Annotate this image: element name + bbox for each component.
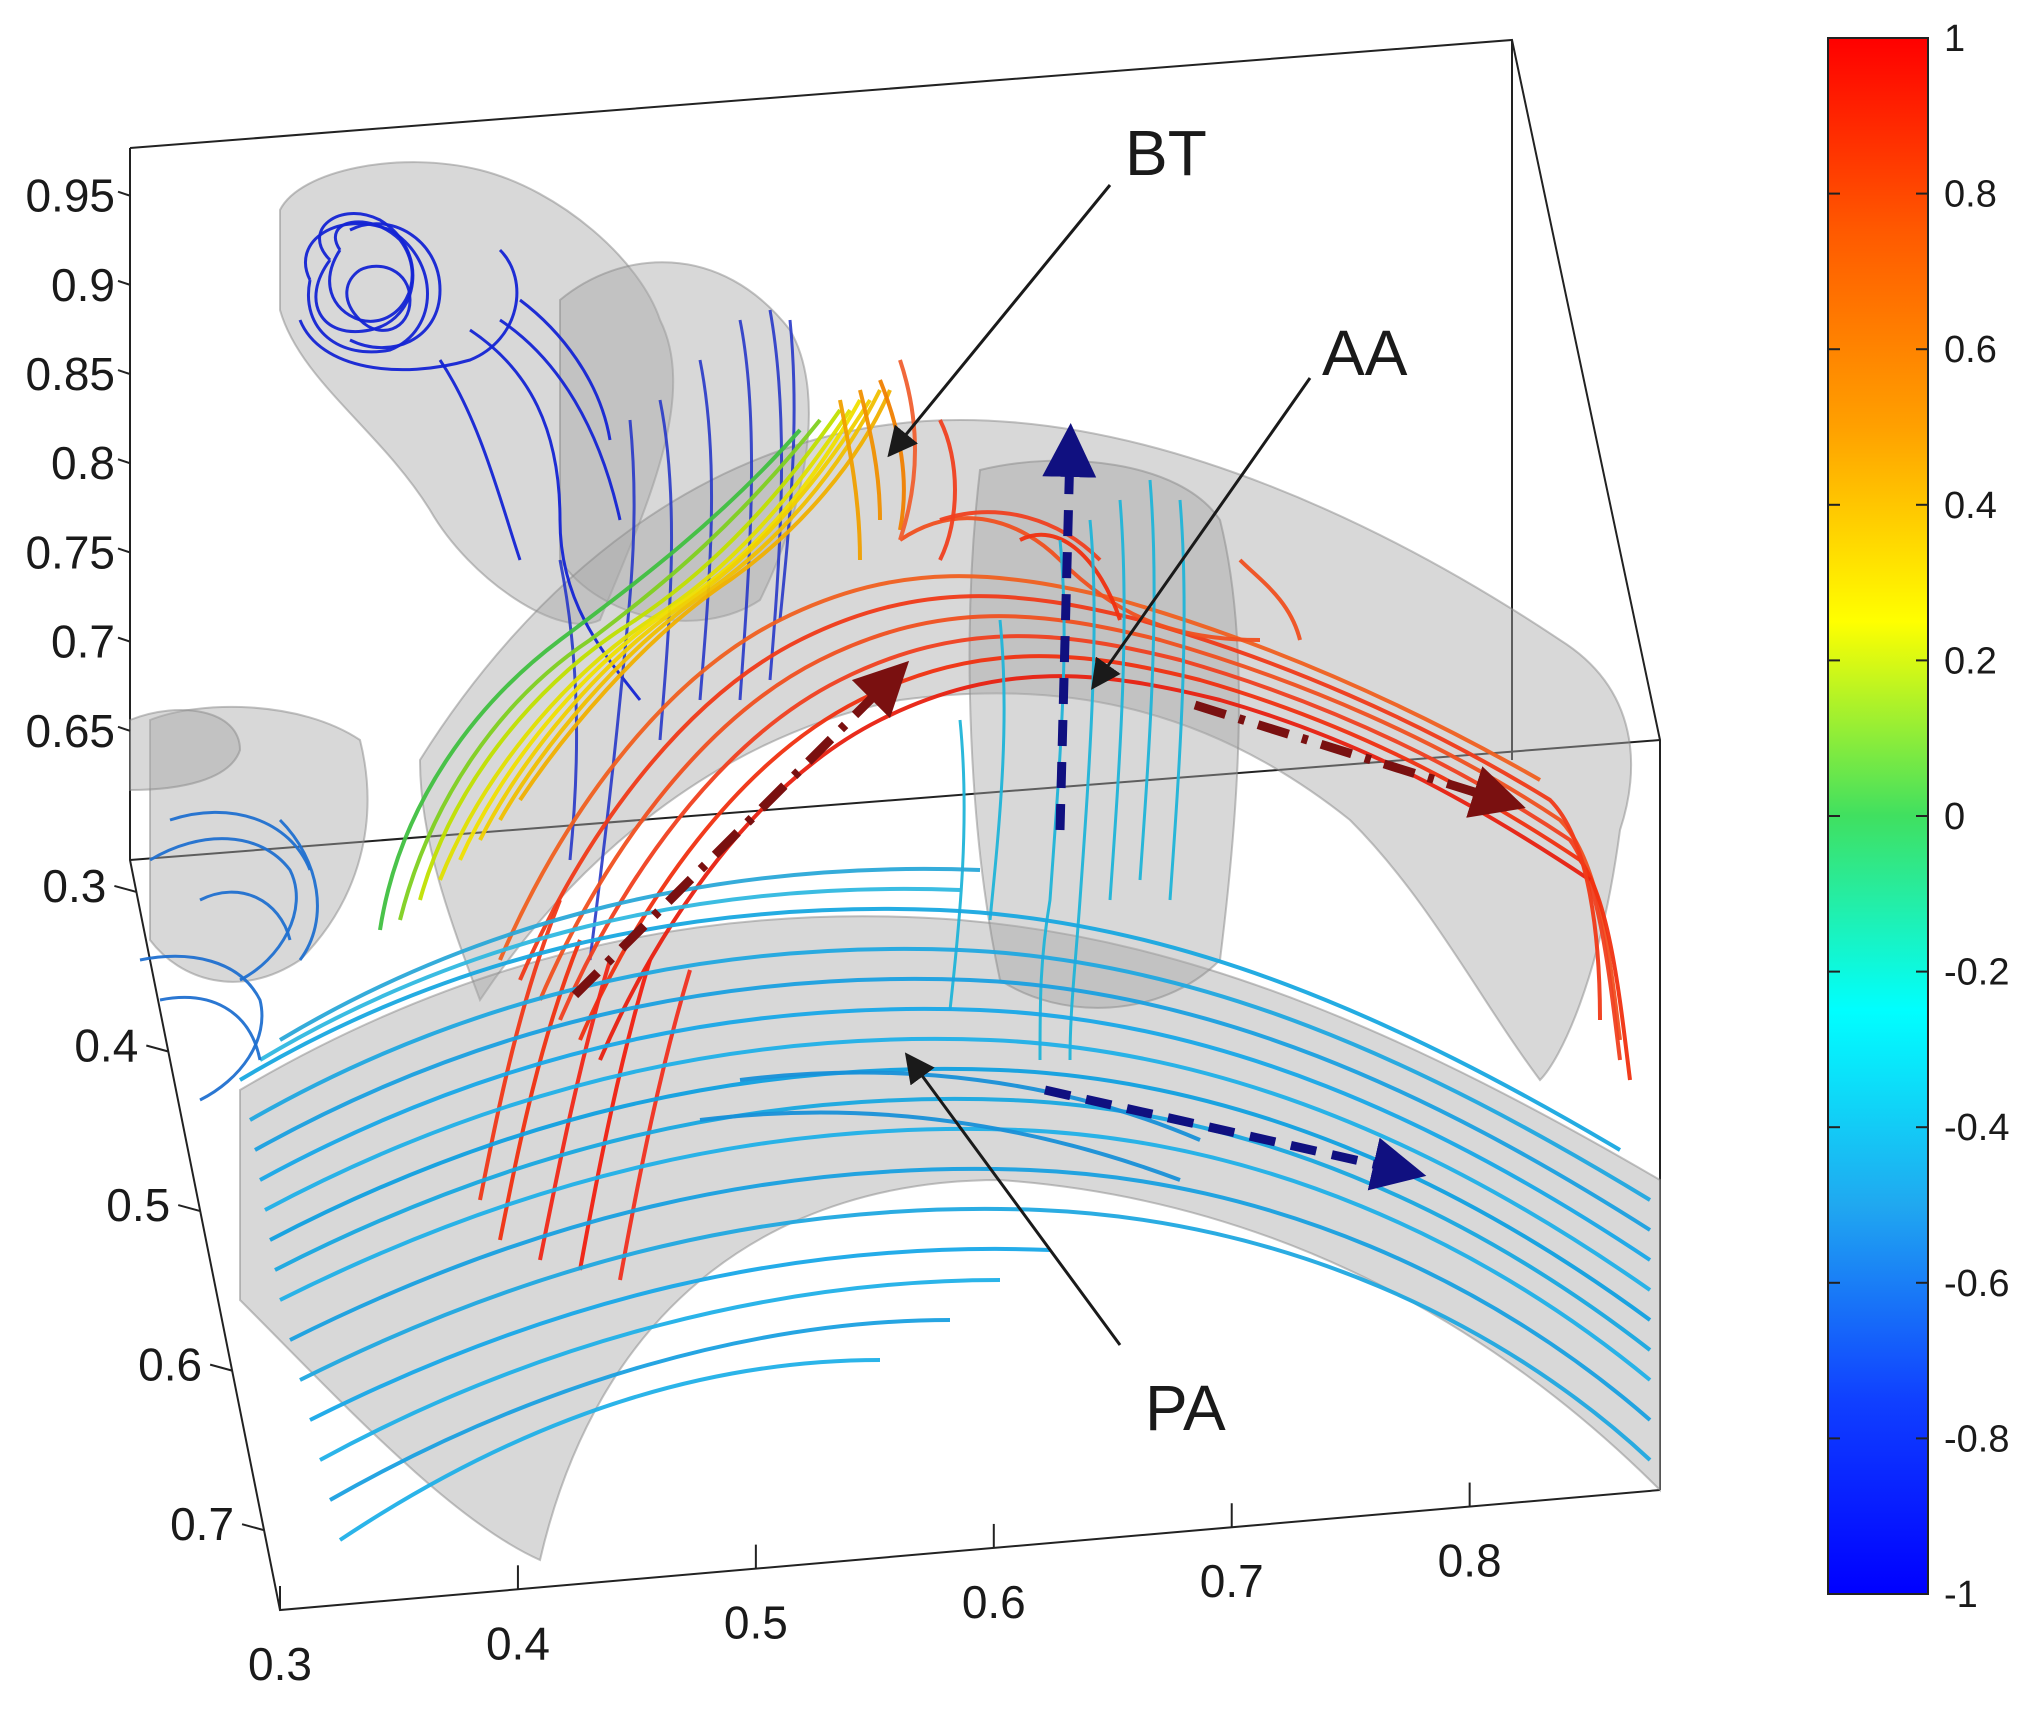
- depth-tick-mark: [114, 884, 137, 893]
- colorbar-ticks: 1 0.8 0.6 0.4 0.2 0 -0.2 -0.4 -0.6 -0.8 -1: [1828, 18, 2009, 1616]
- annotation-pa: PA: [1145, 1372, 1226, 1444]
- depth-tick-mark: [209, 1363, 233, 1372]
- depth-tick-label: 0.4: [74, 1019, 138, 1071]
- vertical-tick-label: 0.85: [25, 348, 115, 400]
- annotation-aa: AA: [1322, 317, 1408, 389]
- vertical-tick-label: 0.7: [51, 616, 115, 668]
- horizontal-tick-label: 0.5: [724, 1597, 788, 1649]
- left-stub-shell: [129, 709, 242, 792]
- colorbar-tick-label: 0.6: [1944, 329, 1997, 371]
- pa-shell: [239, 915, 1661, 1562]
- depth-axis: 0.3 0.4 0.5 0.6 0.7: [42, 860, 265, 1550]
- depth-tick-label: 0.5: [106, 1179, 170, 1231]
- vortex-chamber-shell: [279, 161, 675, 625]
- column-upward-flow-arrow: [1042, 423, 1097, 831]
- depth-tick-label: 0.3: [42, 860, 106, 912]
- depth-tick-label: 0.6: [138, 1339, 202, 1391]
- vertical-tick-label: 0.95: [25, 170, 115, 222]
- colorbar-tick-label: -1: [1944, 1574, 1978, 1616]
- colorbar-tick-label: 0.4: [1944, 485, 1997, 527]
- colorbar: 1 0.8 0.6 0.4 0.2 0 -0.2 -0.4 -0.6 -0.8 -1: [1827, 18, 2009, 1616]
- streamlines-vortex: [298, 212, 642, 701]
- colorbar-tick-label: -0.6: [1944, 1263, 2009, 1305]
- colorbar-tick-label: 0: [1944, 796, 1965, 838]
- aa-leader-line: [1091, 377, 1312, 690]
- vertical-tick-label: 0.9: [51, 259, 115, 311]
- streamlines-pa: [238, 866, 1652, 1542]
- horizontal-tick-label: 0.4: [486, 1617, 550, 1669]
- streamlines-bt: [378, 379, 906, 931]
- colorbar-tick-label: 0.8: [1944, 174, 1997, 216]
- vertical-tick-mark: [117, 547, 131, 554]
- pa-outflow-arrow: [1044, 1085, 1427, 1191]
- vertical-tick-mark: [117, 458, 131, 465]
- pa-leader-line: [904, 1052, 1122, 1346]
- bt-leader-line: [887, 184, 1112, 458]
- vertical-tick-mark: [117, 636, 131, 643]
- colorbar-tick-label: -0.2: [1944, 952, 2009, 994]
- annotation-leaders: [887, 184, 1312, 1346]
- colorbar-gradient: [1827, 37, 1929, 1595]
- vertical-tick-mark: [117, 725, 131, 732]
- vertical-tick-label: 0.75: [25, 526, 115, 578]
- horizontal-tick-label: 0.3: [248, 1638, 312, 1690]
- vertical-tick-label: 0.8: [51, 437, 115, 489]
- depth-tick-label: 0.7: [170, 1498, 234, 1550]
- depth-tick-mark: [177, 1204, 201, 1213]
- streamlines-lower-left: [139, 810, 319, 1102]
- horizontal-axis: 0.3 0.4 0.5 0.6 0.7 0.8: [248, 1482, 1502, 1690]
- colorbar-tick-label: 1: [1944, 18, 1965, 60]
- flow-arrows: [571, 423, 1526, 1191]
- horizontal-tick-label: 0.8: [1438, 1535, 1502, 1587]
- colorbar-tick-label: 0.2: [1944, 640, 1997, 682]
- colorbar-tick-label: -0.8: [1944, 1418, 2009, 1460]
- vertical-axis: 0.65 0.7 0.75 0.8 0.85 0.9 0.95: [25, 170, 131, 757]
- central-column-shell: [968, 459, 1240, 1009]
- annotation-bt: BT: [1125, 117, 1207, 189]
- horizontal-tick-label: 0.7: [1200, 1555, 1264, 1607]
- annotation-labels: BT AA PA: [1125, 117, 1408, 1444]
- aa-outflow-arrow: [1193, 700, 1526, 818]
- colorbar-tick-label: -0.4: [1944, 1107, 2009, 1149]
- aa-upward-flow-arrow: [571, 660, 910, 999]
- vertical-tick-label: 0.65: [25, 705, 115, 757]
- depth-tick-mark: [241, 1523, 265, 1532]
- depth-tick-mark: [146, 1044, 169, 1053]
- vertical-tick-mark: [117, 190, 131, 197]
- vertical-tick-mark: [117, 279, 131, 286]
- vertical-tick-mark: [117, 369, 131, 376]
- horizontal-tick-label: 0.6: [962, 1576, 1026, 1628]
